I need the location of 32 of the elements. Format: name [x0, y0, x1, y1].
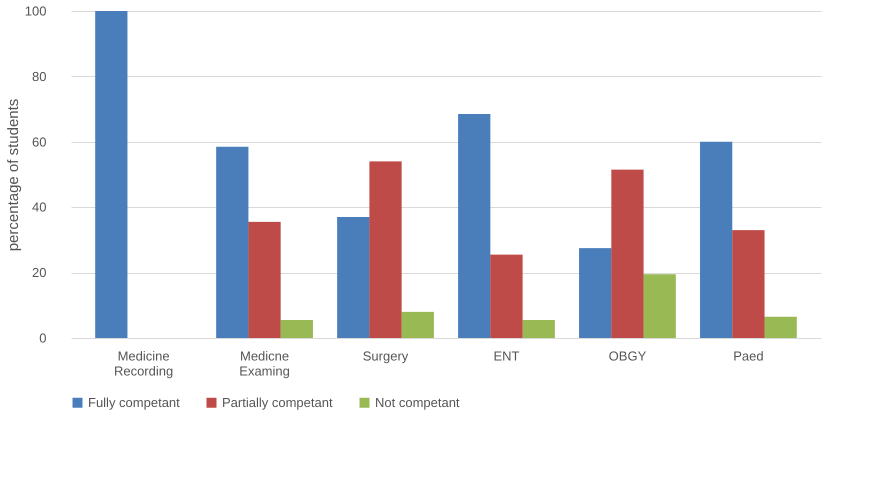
bar: [216, 146, 248, 338]
bar: [490, 254, 523, 338]
legend-label: Partially competant: [222, 394, 333, 410]
bar: [732, 230, 765, 338]
x-tick-label: Medicne Examing: [239, 348, 290, 378]
bar: [402, 312, 434, 338]
bar: [369, 161, 402, 338]
y-tick-label: 100: [24, 4, 46, 18]
legend-label: Not competant: [375, 394, 460, 410]
y-tick-label: 60: [32, 134, 46, 150]
bar: [95, 11, 128, 338]
y-tick-label: 80: [32, 68, 46, 84]
bar: [764, 316, 797, 338]
y-tick-label: 20: [32, 265, 46, 280]
legend-label: Fully competant: [88, 394, 180, 410]
bar: [611, 170, 644, 338]
bar: [280, 320, 313, 338]
x-tick-label: Medicine Recording: [114, 348, 174, 378]
y-tick-label: 40: [32, 200, 46, 215]
x-tick-label: Surgery: [362, 348, 409, 364]
y-axis-title: percentage of students: [4, 98, 22, 252]
x-tick-label: Paed: [733, 348, 764, 364]
bar: [458, 114, 490, 338]
y-tick-label: 0: [39, 330, 46, 346]
x-tick-label: ENT: [493, 348, 520, 364]
bar: [337, 217, 370, 338]
x-tick-label: OBGY: [608, 348, 647, 364]
bar: [644, 274, 676, 338]
bar: [248, 222, 281, 338]
bar: [700, 142, 732, 338]
bar: [522, 320, 555, 338]
bar: [579, 248, 612, 338]
